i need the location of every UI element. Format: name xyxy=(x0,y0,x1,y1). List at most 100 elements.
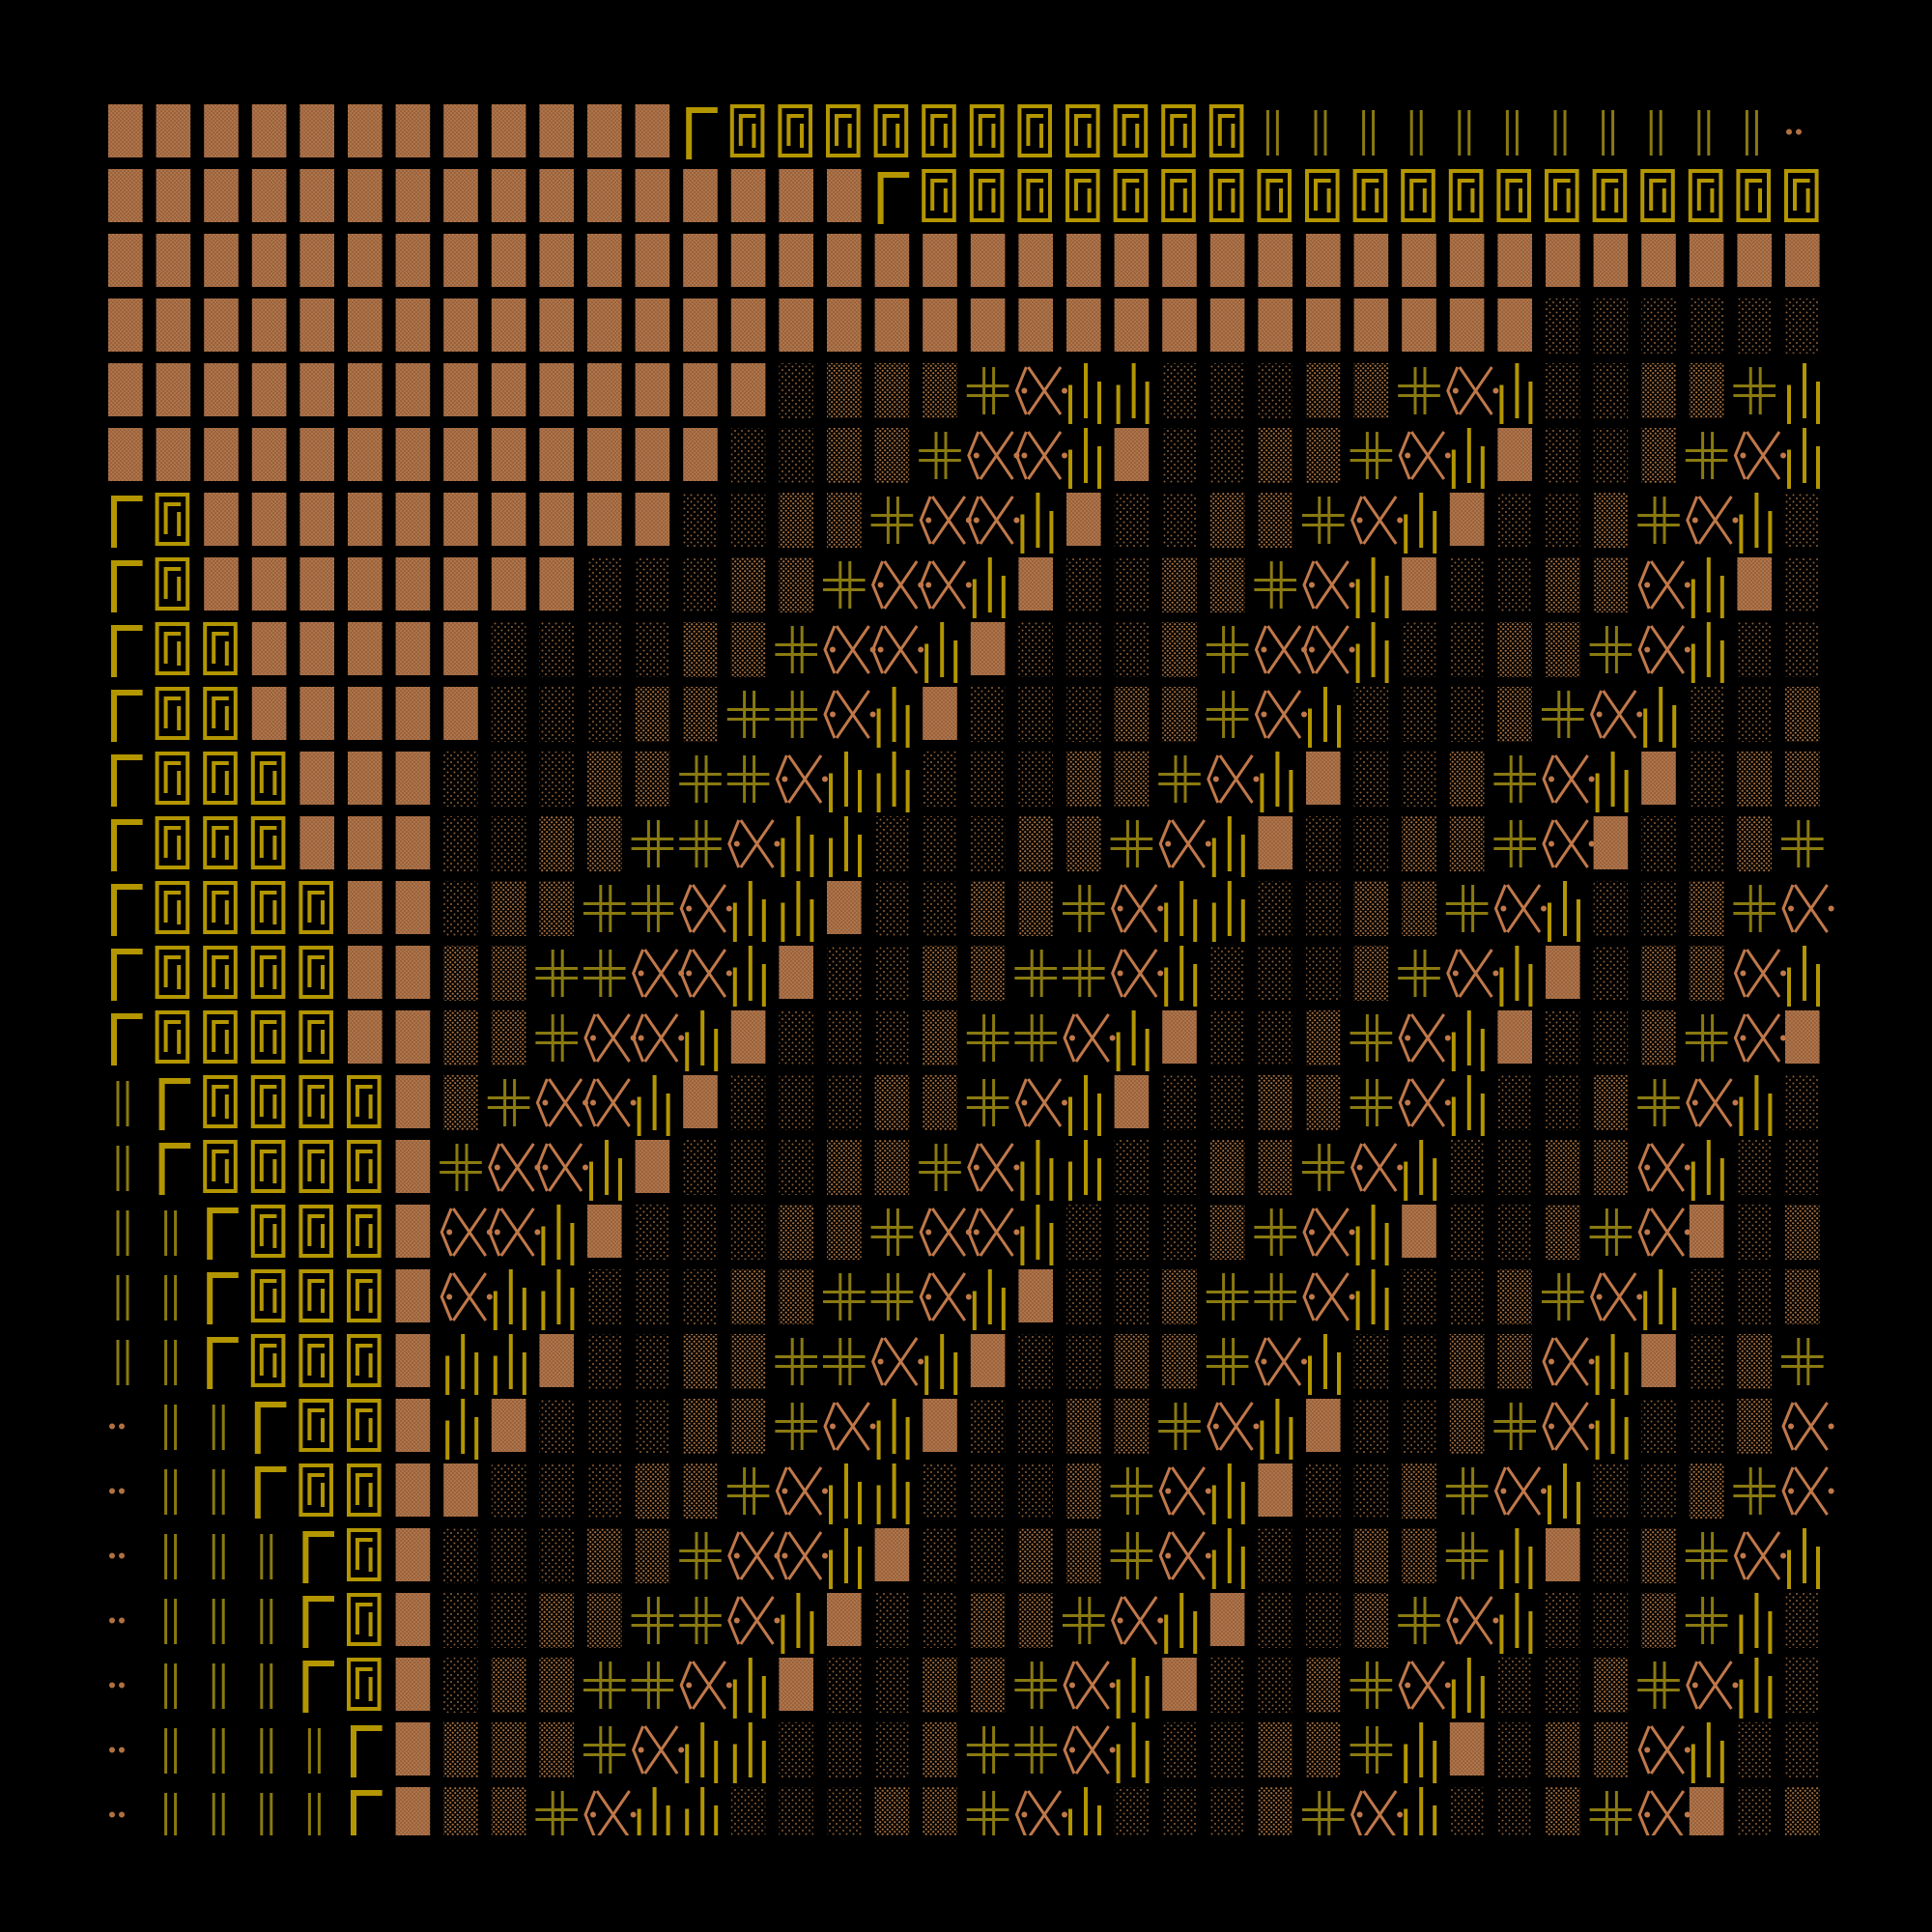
glyph-cell xyxy=(919,560,972,610)
glyph-cell xyxy=(348,493,383,546)
glyph-cell xyxy=(1162,493,1197,548)
glyph-cell xyxy=(874,1010,910,1065)
solid-glyph xyxy=(539,428,574,481)
solid-glyph xyxy=(1497,428,1532,481)
chevron-dot xyxy=(1644,1164,1651,1171)
solid-glyph xyxy=(204,428,239,481)
solid-glyph xyxy=(348,687,383,740)
glyph-cell xyxy=(298,1075,333,1128)
glyph-cell xyxy=(726,691,770,738)
chevron-dot xyxy=(1684,582,1690,588)
solid-glyph xyxy=(348,1010,383,1064)
glyph-cell xyxy=(302,1596,334,1648)
shade-glyph xyxy=(1306,946,1341,1001)
solid-glyph xyxy=(443,363,478,416)
chevron-dot xyxy=(638,970,644,977)
frame-inner xyxy=(163,696,182,730)
chevron-dot xyxy=(1588,840,1595,847)
glyph-cell xyxy=(1542,819,1595,868)
chevron-dot xyxy=(686,905,693,912)
chevron-dot xyxy=(630,1811,637,1818)
dot-glyph xyxy=(1786,128,1792,135)
solid-glyph xyxy=(108,428,143,481)
glyph-cell xyxy=(1737,234,1772,287)
glyph-cell xyxy=(775,1403,817,1450)
shade-glyph xyxy=(1641,816,1676,871)
solid-glyph xyxy=(635,1140,670,1193)
chevron-glyph xyxy=(1542,754,1589,804)
glyph-cell xyxy=(870,1337,924,1386)
shade-glyph xyxy=(1737,1399,1772,1454)
shade-glyph xyxy=(1209,1787,1245,1842)
frame-glyph xyxy=(250,1205,286,1258)
solid-glyph xyxy=(348,493,383,546)
frame-glyph xyxy=(1257,169,1293,222)
glyph-cell xyxy=(683,1205,718,1260)
shade-glyph xyxy=(1546,1787,1580,1842)
glyph-cell xyxy=(730,1269,766,1324)
solid-glyph xyxy=(395,1722,431,1776)
glyph-cell xyxy=(164,1599,178,1644)
shade-glyph xyxy=(923,1722,957,1777)
glyph-cell xyxy=(1589,626,1633,673)
frame-inner xyxy=(1696,179,1715,213)
glyph-cell xyxy=(823,1402,876,1451)
glyph-cell xyxy=(1786,128,1802,135)
cross-glyph xyxy=(1158,1403,1201,1450)
glyph-cell xyxy=(1497,1075,1532,1130)
shade-glyph xyxy=(1785,687,1820,742)
chevron-dot xyxy=(1732,1682,1739,1689)
shade-glyph xyxy=(1162,493,1197,548)
glyph-cell xyxy=(1546,493,1580,548)
glyph-cell xyxy=(1018,752,1053,807)
glyph-cell xyxy=(298,1205,333,1258)
pipe-glyph xyxy=(164,1340,178,1385)
shade-glyph xyxy=(827,493,862,548)
shade-glyph xyxy=(1306,1593,1341,1648)
glyph-cell xyxy=(395,104,431,157)
chevron-dot xyxy=(1740,452,1747,459)
glyph-cell xyxy=(1737,1399,1772,1454)
solid-glyph xyxy=(395,1140,431,1193)
glyph-cell xyxy=(1643,1269,1677,1330)
frame-inner xyxy=(1265,179,1283,213)
shade-glyph xyxy=(1593,557,1629,612)
frame-glyph xyxy=(250,1140,286,1193)
cross-glyph xyxy=(775,626,817,673)
frame-inner xyxy=(355,1214,373,1248)
shade-glyph xyxy=(1641,1399,1676,1454)
solid-glyph xyxy=(1449,298,1485,352)
glyph-cell xyxy=(779,1658,813,1711)
frame-inner xyxy=(1314,179,1331,213)
solid-glyph xyxy=(779,169,813,222)
shade-glyph xyxy=(491,946,526,1001)
glyph-cell xyxy=(685,1010,719,1071)
shade-glyph xyxy=(1737,1140,1772,1195)
glyph-cell xyxy=(1690,1722,1724,1783)
glyph-cell xyxy=(775,1338,817,1385)
chevron-dot xyxy=(1684,1811,1690,1818)
glyph-cell xyxy=(1542,754,1595,804)
glyph-cell xyxy=(1785,687,1820,742)
glyph-cell xyxy=(1209,298,1245,352)
glyph-cell xyxy=(1446,366,1499,415)
glyph-cell xyxy=(826,104,861,157)
frame-glyph xyxy=(1592,169,1628,222)
glyph-cell xyxy=(969,104,1005,157)
cross-glyph xyxy=(1350,432,1393,479)
glyph-cell xyxy=(204,298,239,352)
chevron-glyph xyxy=(1637,1143,1686,1192)
corner-glyph xyxy=(111,754,143,807)
glyph-cell xyxy=(351,1725,383,1777)
chevron-dot xyxy=(1684,646,1690,653)
chevron-glyph xyxy=(919,1208,967,1257)
solid-glyph xyxy=(539,1334,574,1387)
glyph-cell xyxy=(212,1534,225,1579)
solid-glyph xyxy=(587,428,622,481)
chevron-dot xyxy=(869,711,876,718)
glyph-cell xyxy=(1353,1463,1389,1519)
glyph-cell xyxy=(1497,428,1532,481)
chevron-glyph xyxy=(1733,1531,1781,1580)
glyph-cell xyxy=(1689,1205,1724,1258)
glyph-cell xyxy=(876,1463,910,1524)
